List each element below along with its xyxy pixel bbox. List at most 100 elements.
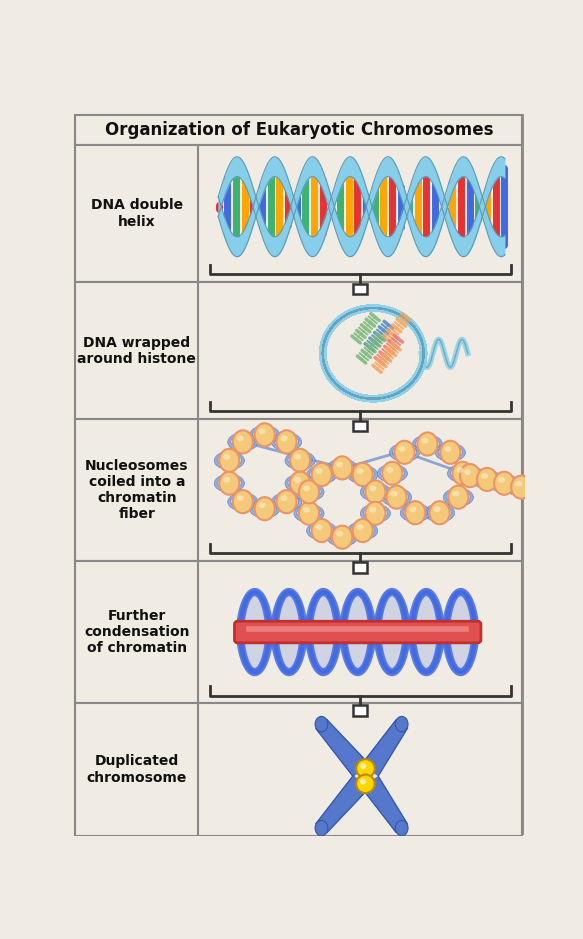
- Text: Nucleosomes
coiled into a
chromatin
fiber: Nucleosomes coiled into a chromatin fibe…: [85, 458, 188, 521]
- Ellipse shape: [498, 477, 505, 483]
- Ellipse shape: [299, 480, 319, 503]
- Polygon shape: [362, 720, 408, 776]
- Polygon shape: [316, 776, 368, 833]
- Ellipse shape: [255, 497, 275, 520]
- Polygon shape: [445, 624, 476, 672]
- Ellipse shape: [276, 430, 297, 454]
- Ellipse shape: [434, 506, 441, 512]
- Polygon shape: [411, 624, 441, 672]
- Ellipse shape: [353, 519, 373, 542]
- Ellipse shape: [259, 502, 266, 508]
- Ellipse shape: [460, 464, 480, 487]
- Ellipse shape: [315, 716, 328, 731]
- Polygon shape: [316, 719, 368, 777]
- Ellipse shape: [259, 428, 266, 434]
- Circle shape: [360, 778, 366, 785]
- Ellipse shape: [444, 446, 451, 452]
- FancyBboxPatch shape: [353, 562, 367, 573]
- Polygon shape: [308, 624, 339, 672]
- Ellipse shape: [494, 471, 514, 495]
- Ellipse shape: [481, 473, 488, 479]
- Ellipse shape: [280, 436, 287, 441]
- FancyBboxPatch shape: [75, 145, 522, 282]
- Ellipse shape: [315, 524, 323, 530]
- FancyBboxPatch shape: [353, 705, 367, 716]
- Polygon shape: [240, 624, 270, 672]
- Ellipse shape: [299, 501, 319, 525]
- Ellipse shape: [515, 481, 522, 486]
- FancyBboxPatch shape: [75, 115, 522, 834]
- Ellipse shape: [395, 440, 415, 464]
- FancyBboxPatch shape: [234, 622, 481, 643]
- Text: Duplicated
chromosome: Duplicated chromosome: [87, 754, 187, 785]
- Ellipse shape: [353, 463, 373, 486]
- Text: Organization of Eukaryotic Chromosomes: Organization of Eukaryotic Chromosomes: [104, 121, 493, 139]
- Ellipse shape: [357, 524, 364, 530]
- Ellipse shape: [369, 485, 377, 491]
- Ellipse shape: [332, 456, 352, 480]
- Ellipse shape: [369, 507, 377, 513]
- Ellipse shape: [233, 430, 253, 454]
- Polygon shape: [377, 592, 407, 639]
- FancyBboxPatch shape: [75, 561, 522, 703]
- Polygon shape: [362, 777, 408, 832]
- Ellipse shape: [477, 468, 497, 491]
- Polygon shape: [240, 592, 270, 639]
- Ellipse shape: [303, 485, 310, 491]
- Ellipse shape: [387, 485, 406, 509]
- Ellipse shape: [417, 433, 437, 455]
- Ellipse shape: [303, 507, 310, 513]
- Ellipse shape: [398, 446, 406, 452]
- Text: DNA double
helix: DNA double helix: [91, 198, 183, 229]
- Ellipse shape: [294, 477, 301, 483]
- Polygon shape: [308, 592, 339, 639]
- Text: DNA wrapped
around histone: DNA wrapped around histone: [78, 335, 196, 365]
- Circle shape: [360, 763, 366, 769]
- Polygon shape: [274, 624, 304, 672]
- Ellipse shape: [440, 440, 461, 464]
- Ellipse shape: [405, 501, 426, 524]
- Ellipse shape: [336, 531, 343, 536]
- FancyBboxPatch shape: [75, 115, 522, 145]
- Ellipse shape: [315, 469, 323, 474]
- Ellipse shape: [452, 491, 459, 497]
- Text: Further
condensation
of chromatin: Further condensation of chromatin: [84, 608, 189, 655]
- Ellipse shape: [255, 423, 275, 446]
- Ellipse shape: [464, 470, 471, 475]
- Ellipse shape: [311, 463, 332, 486]
- Ellipse shape: [430, 501, 449, 524]
- Polygon shape: [411, 592, 441, 639]
- Ellipse shape: [332, 526, 352, 548]
- Ellipse shape: [294, 454, 301, 460]
- Ellipse shape: [395, 821, 408, 836]
- Ellipse shape: [223, 454, 230, 460]
- Ellipse shape: [422, 438, 429, 443]
- Ellipse shape: [382, 462, 402, 485]
- Ellipse shape: [233, 490, 253, 514]
- Ellipse shape: [237, 495, 244, 501]
- FancyBboxPatch shape: [353, 421, 367, 431]
- Polygon shape: [377, 624, 407, 672]
- FancyBboxPatch shape: [353, 284, 367, 295]
- Ellipse shape: [219, 449, 240, 472]
- Ellipse shape: [528, 480, 549, 502]
- Ellipse shape: [237, 436, 244, 441]
- Circle shape: [356, 759, 375, 777]
- Ellipse shape: [366, 480, 385, 503]
- Polygon shape: [445, 592, 476, 639]
- Ellipse shape: [395, 716, 408, 731]
- Ellipse shape: [276, 490, 297, 514]
- Ellipse shape: [290, 471, 310, 495]
- Ellipse shape: [452, 462, 473, 485]
- Ellipse shape: [366, 501, 385, 525]
- FancyBboxPatch shape: [75, 419, 522, 561]
- FancyBboxPatch shape: [75, 282, 522, 419]
- Ellipse shape: [448, 485, 468, 509]
- Ellipse shape: [532, 485, 539, 490]
- Ellipse shape: [409, 506, 416, 512]
- Ellipse shape: [223, 477, 230, 483]
- Ellipse shape: [219, 471, 240, 495]
- Ellipse shape: [511, 475, 531, 499]
- Ellipse shape: [311, 519, 332, 542]
- Ellipse shape: [456, 467, 463, 472]
